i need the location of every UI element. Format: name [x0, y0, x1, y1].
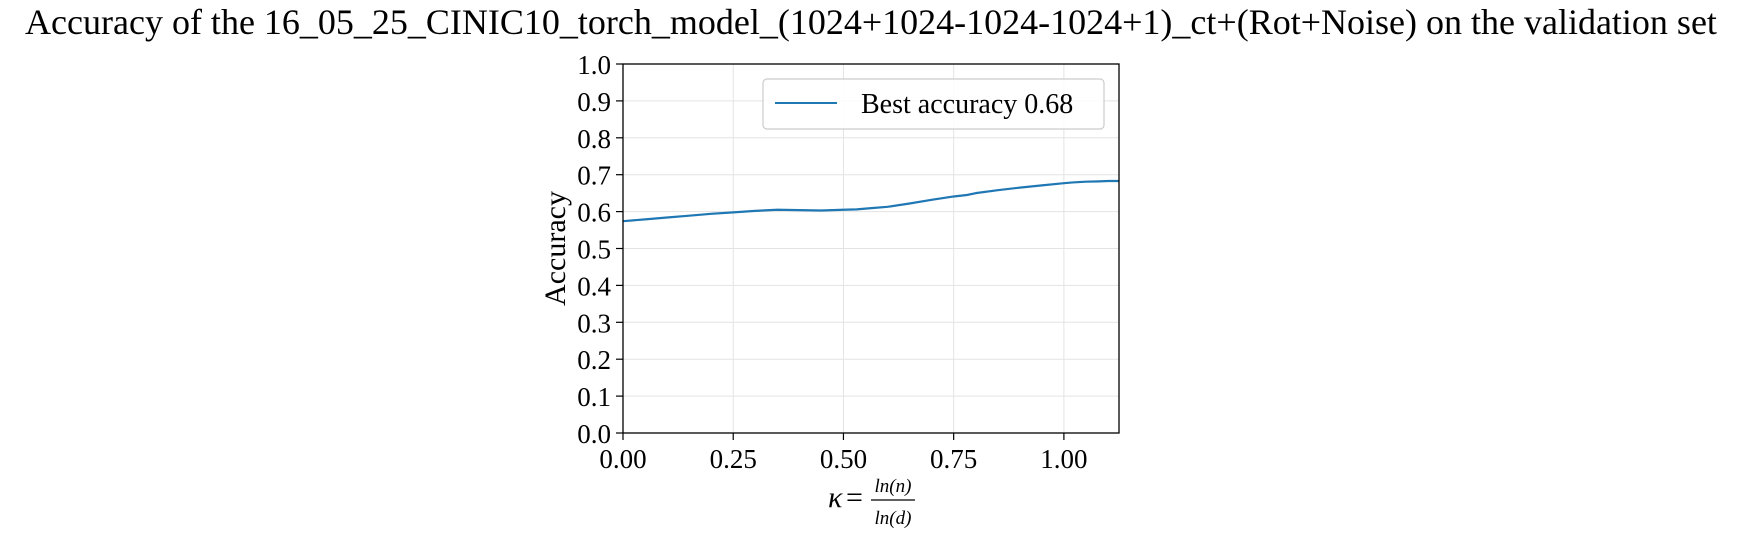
- x-tick-label: 0.00: [599, 444, 646, 474]
- y-tick-label: 0.8: [577, 124, 611, 154]
- legend-label: Best accuracy 0.68: [861, 89, 1073, 120]
- y-tick-label: 0.1: [577, 382, 611, 412]
- y-tick-label: 0.9: [577, 87, 611, 117]
- series-layer: [622, 179, 1119, 223]
- legend: Best accuracy 0.68: [762, 78, 1105, 130]
- y-tick-label: 0.6: [577, 198, 611, 228]
- y-tick-label: 0.7: [577, 161, 611, 191]
- x-axis-label: κ = ln(n) ln(d): [828, 476, 915, 529]
- chart-title: Accuracy of the 16_05_25_CINIC10_torch_m…: [25, 2, 1717, 42]
- x-tick-label: 0.50: [820, 444, 867, 474]
- x-axis-label-numerator: ln(n): [875, 476, 912, 497]
- y-tick-label: 0.5: [577, 235, 611, 265]
- y-tick-label: 0.4: [577, 271, 611, 301]
- series-line: [622, 179, 1119, 223]
- y-tick-label: 0.0: [577, 419, 611, 449]
- axis-ticks: 0.00 0.25 0.50 0.75 1.00 0.0 0.1 0.2 0.3 0.4 0.5 0.…: [577, 50, 1087, 474]
- y-axis-label: Accuracy: [539, 191, 572, 306]
- x-axis-label-equals: =: [846, 481, 863, 514]
- legend-box: [762, 78, 1105, 130]
- x-tick-label: 0.25: [710, 444, 757, 474]
- y-tick-label: 0.3: [577, 308, 611, 338]
- y-tick-label: 0.2: [577, 345, 611, 375]
- x-tick-label: 0.75: [930, 444, 977, 474]
- x-axis-label-symbol: κ: [828, 481, 843, 514]
- y-tick-label: 1.0: [577, 50, 611, 80]
- x-tick-label: 1.00: [1040, 444, 1087, 474]
- x-axis-label-denominator: ln(d): [875, 508, 912, 529]
